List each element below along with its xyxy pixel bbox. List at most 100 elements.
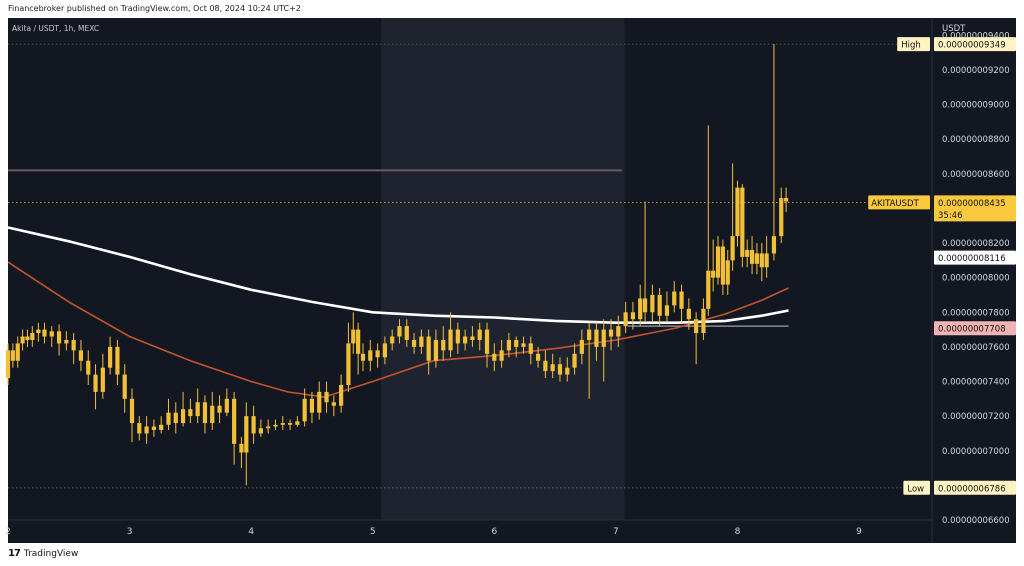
candle-body[interactable]: [740, 187, 745, 257]
candle-body[interactable]: [30, 333, 35, 340]
candle-body[interactable]: [764, 253, 769, 268]
candle-body[interactable]: [463, 336, 468, 344]
candle-body[interactable]: [706, 270, 711, 309]
candle-body[interactable]: [749, 249, 755, 264]
candle-body[interactable]: [56, 331, 62, 344]
candle-body[interactable]: [49, 331, 54, 337]
candle-body[interactable]: [771, 236, 777, 254]
candle-body[interactable]: [514, 339, 519, 347]
candle-body[interactable]: [630, 312, 636, 320]
candle-body[interactable]: [735, 187, 740, 237]
candle-body[interactable]: [455, 329, 460, 344]
candle-body[interactable]: [86, 360, 91, 375]
candle-body[interactable]: [108, 346, 113, 368]
candle-body[interactable]: [701, 308, 706, 334]
candle-body[interactable]: [202, 402, 208, 424]
candle-body[interactable]: [144, 426, 149, 434]
candle-body[interactable]: [382, 343, 387, 358]
candle-body[interactable]: [419, 336, 424, 347]
candle-body[interactable]: [715, 246, 721, 278]
candle-body[interactable]: [642, 298, 648, 313]
candle-body[interactable]: [317, 391, 322, 413]
candle-body[interactable]: [411, 339, 417, 347]
candle-body[interactable]: [244, 416, 249, 453]
candle-body[interactable]: [650, 294, 655, 313]
candle-body[interactable]: [210, 405, 215, 424]
candle-body[interactable]: [550, 364, 555, 372]
candle-body[interactable]: [579, 339, 584, 354]
candle-body[interactable]: [484, 329, 490, 354]
candle-body[interactable]: [784, 198, 789, 202]
candle-body[interactable]: [224, 398, 229, 413]
candle-body[interactable]: [324, 391, 329, 403]
candle-body[interactable]: [594, 329, 599, 347]
candle-body[interactable]: [151, 426, 156, 430]
candle-body[interactable]: [78, 350, 84, 361]
candle-body[interactable]: [506, 339, 512, 351]
candle-body[interactable]: [331, 402, 336, 406]
candle-body[interactable]: [217, 405, 222, 413]
candle-body[interactable]: [601, 329, 606, 347]
candle-body[interactable]: [499, 350, 504, 361]
candle-body[interactable]: [745, 249, 750, 257]
candle-body[interactable]: [351, 329, 356, 344]
candle-body[interactable]: [470, 336, 475, 340]
candle-body[interactable]: [129, 398, 135, 424]
candle-body[interactable]: [623, 312, 628, 327]
candle-body[interactable]: [15, 343, 20, 361]
candle-body[interactable]: [711, 270, 716, 278]
candle-body[interactable]: [122, 374, 127, 399]
candle-body[interactable]: [25, 336, 30, 340]
candle-body[interactable]: [572, 353, 577, 368]
candle-body[interactable]: [239, 443, 244, 453]
candle-body[interactable]: [694, 319, 699, 334]
candle-body[interactable]: [295, 421, 300, 425]
candle-body[interactable]: [426, 336, 431, 361]
candle-body[interactable]: [360, 353, 366, 361]
candle-body[interactable]: [93, 374, 98, 392]
candle-body[interactable]: [521, 343, 526, 347]
candle-body[interactable]: [565, 367, 570, 375]
moving-average-slow-line[interactable]: [7, 226, 789, 324]
candle-body[interactable]: [441, 339, 446, 351]
candle-body[interactable]: [159, 424, 164, 430]
candle-body[interactable]: [36, 329, 41, 334]
candle-body[interactable]: [390, 336, 395, 344]
candle-body[interactable]: [616, 326, 621, 337]
candle-body[interactable]: [188, 409, 193, 417]
candle-body[interactable]: [115, 346, 120, 375]
candle-body[interactable]: [754, 253, 760, 264]
candle-body[interactable]: [433, 339, 439, 361]
candle-body[interactable]: [273, 424, 278, 427]
candle-body[interactable]: [195, 402, 200, 417]
candle-body[interactable]: [346, 343, 351, 385]
candle-body[interactable]: [672, 291, 677, 306]
candle-body[interactable]: [5, 350, 11, 379]
candle-body[interactable]: [266, 426, 271, 429]
candle-body[interactable]: [100, 367, 105, 392]
candle-body[interactable]: [302, 398, 307, 422]
candle-body[interactable]: [477, 329, 482, 340]
candle-body[interactable]: [137, 423, 142, 434]
candle-body[interactable]: [10, 350, 15, 361]
candle-body[interactable]: [720, 246, 725, 285]
candle-body[interactable]: [287, 423, 293, 425]
candle-body[interactable]: [180, 409, 186, 424]
candle-body[interactable]: [664, 305, 670, 316]
candle-body[interactable]: [258, 428, 263, 434]
candle-body[interactable]: [638, 298, 643, 320]
candle-body[interactable]: [356, 329, 361, 354]
candle-body[interactable]: [71, 339, 76, 351]
candle-body[interactable]: [251, 416, 256, 434]
candle-body[interactable]: [779, 198, 784, 237]
candle-body[interactable]: [730, 236, 735, 261]
candle-body[interactable]: [686, 308, 691, 320]
candle-body[interactable]: [557, 364, 563, 375]
candle-body[interactable]: [397, 326, 402, 337]
candle-body[interactable]: [64, 339, 69, 344]
candle-body[interactable]: [725, 260, 730, 285]
candle-body[interactable]: [492, 353, 497, 361]
candle-body[interactable]: [679, 291, 684, 309]
candle-body[interactable]: [375, 350, 380, 358]
candle-body[interactable]: [759, 253, 764, 268]
